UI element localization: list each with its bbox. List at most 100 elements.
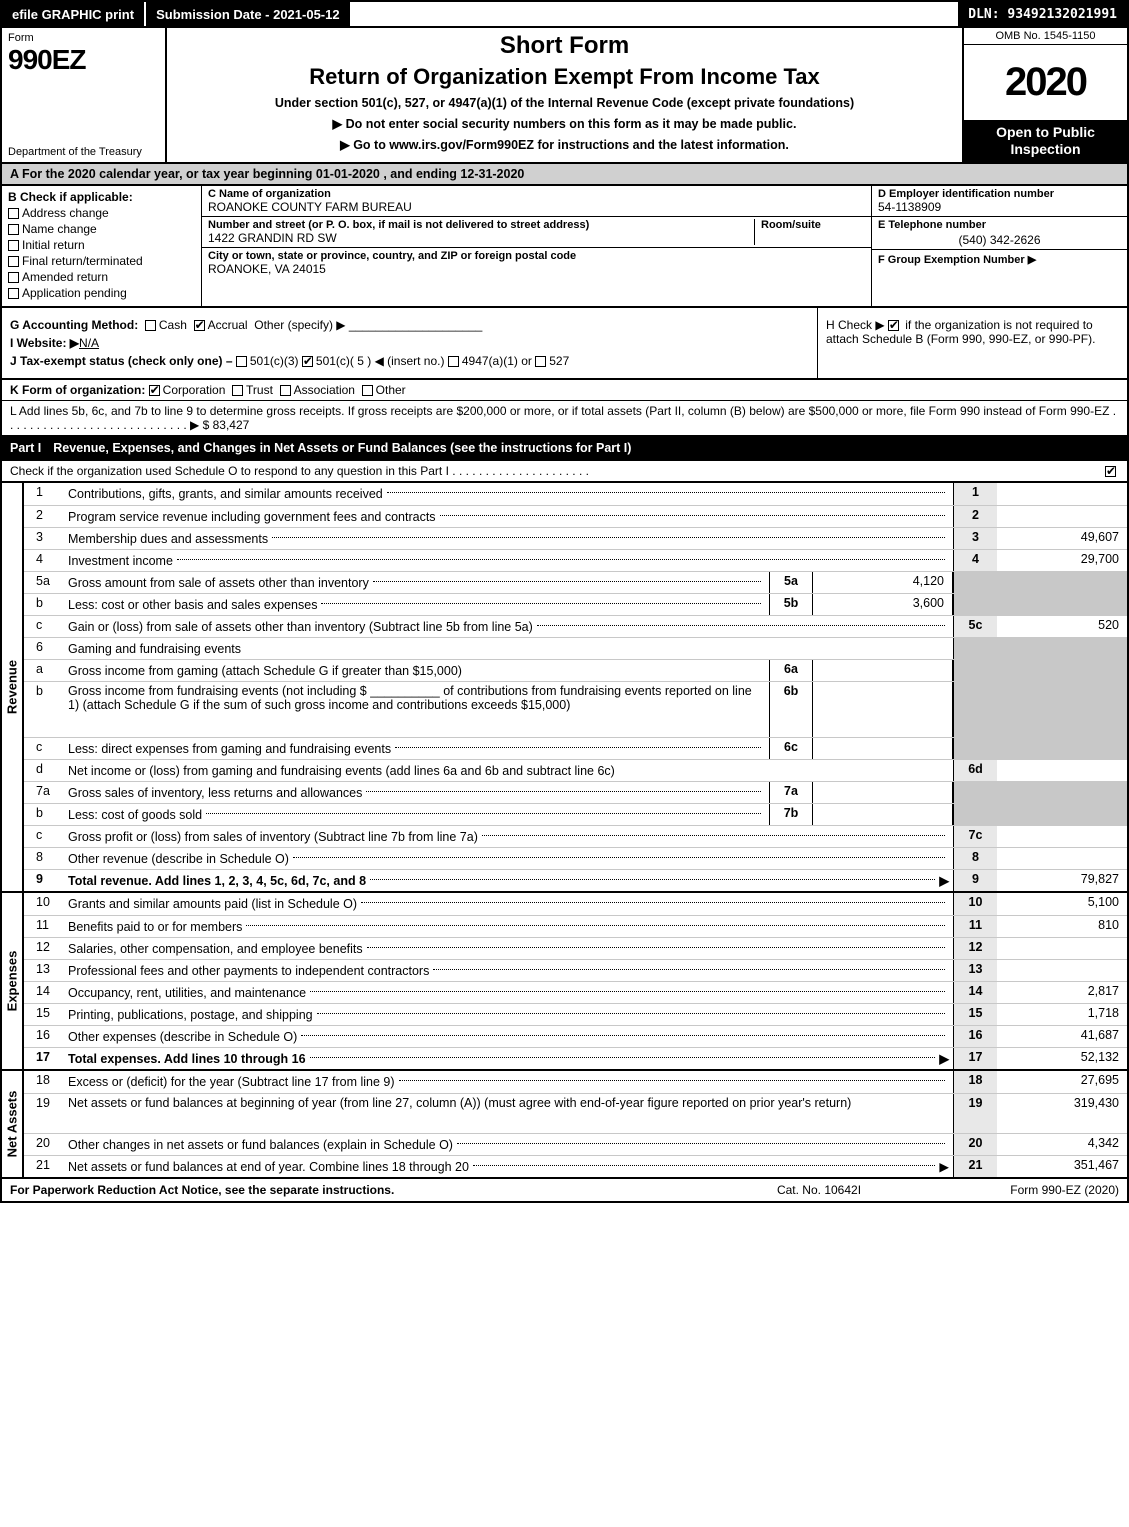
short-form-label: Short Form: [175, 32, 954, 60]
room-label: Room/suite: [761, 219, 865, 231]
initial-return-checkbox[interactable]: [8, 240, 19, 251]
line-3: 3Membership dues and assessments349,607: [24, 527, 1127, 549]
phone-value: (540) 342-2626: [878, 233, 1121, 247]
corporation-checkbox[interactable]: [149, 385, 160, 396]
phone-label: E Telephone number: [878, 219, 1121, 231]
line-7a: 7aGross sales of inventory, less returns…: [24, 781, 1127, 803]
ein-label: D Employer identification number: [878, 188, 1121, 200]
line-10: 10Grants and similar amounts paid (list …: [24, 893, 1127, 915]
line-5c: cGain or (loss) from sale of assets othe…: [24, 615, 1127, 637]
cat-number: Cat. No. 10642I: [719, 1183, 919, 1197]
form-header: Form 990EZ Department of the Treasury Sh…: [0, 28, 1129, 164]
form-title: Return of Organization Exempt From Incom…: [175, 64, 954, 90]
no-ssn-warning: ▶ Do not enter social security numbers o…: [175, 116, 954, 131]
paperwork-notice: For Paperwork Reduction Act Notice, see …: [10, 1183, 719, 1197]
line-19: 19Net assets or fund balances at beginni…: [24, 1093, 1127, 1133]
line-6a: aGross income from gaming (attach Schedu…: [24, 659, 1127, 681]
line-18: 18Excess or (deficit) for the year (Subt…: [24, 1071, 1127, 1093]
k-l-block: K Form of organization: Corporation Trus…: [0, 380, 1129, 437]
tax-exempt-label: J Tax-exempt status (check only one) –: [10, 354, 233, 368]
501c-checkbox[interactable]: [302, 356, 313, 367]
line-6d: dNet income or (loss) from gaming and fu…: [24, 759, 1127, 781]
expenses-section: Expenses 10Grants and similar amounts pa…: [2, 891, 1127, 1069]
line-2: 2Program service revenue including gover…: [24, 505, 1127, 527]
4947-checkbox[interactable]: [448, 356, 459, 367]
address-change-checkbox[interactable]: [8, 208, 19, 219]
application-pending-checkbox[interactable]: [8, 288, 19, 299]
street-label: Number and street (or P. O. box, if mail…: [208, 219, 748, 231]
line-17: 17Total expenses. Add lines 10 through 1…: [24, 1047, 1127, 1069]
line-8: 8Other revenue (describe in Schedule O)8: [24, 847, 1127, 869]
website-label: I Website: ▶: [10, 336, 79, 350]
schedule-o-check-row: Check if the organization used Schedule …: [2, 461, 1127, 481]
page-footer: For Paperwork Reduction Act Notice, see …: [0, 1179, 1129, 1203]
trust-checkbox[interactable]: [232, 385, 243, 396]
line-6: 6Gaming and fundraising events: [24, 637, 1127, 659]
line-11: 11Benefits paid to or for members11810: [24, 915, 1127, 937]
schedule-o-checkbox[interactable]: [1105, 466, 1116, 477]
city-value: ROANOKE, VA 24015: [208, 262, 865, 276]
cash-checkbox[interactable]: [145, 320, 156, 331]
under-section-text: Under section 501(c), 527, or 4947(a)(1)…: [175, 96, 954, 110]
goto-link[interactable]: ▶ Go to www.irs.gov/Form990EZ for instru…: [175, 137, 954, 152]
top-bar: efile GRAPHIC print Submission Date - 20…: [0, 0, 1129, 28]
expenses-side-label: Expenses: [5, 951, 20, 1012]
tax-year-end: 12-31-2020: [460, 167, 524, 181]
line-9: 9Total revenue. Add lines 1, 2, 3, 4, 5c…: [24, 869, 1127, 891]
section-b-header: B Check if applicable:: [8, 190, 195, 204]
other-org-checkbox[interactable]: [362, 385, 373, 396]
line-16: 16Other expenses (describe in Schedule O…: [24, 1025, 1127, 1047]
line-21: 21Net assets or fund balances at end of …: [24, 1155, 1127, 1177]
line-15: 15Printing, publications, postage, and s…: [24, 1003, 1127, 1025]
org-name: ROANOKE COUNTY FARM BUREAU: [208, 200, 865, 214]
omb-number: OMB No. 1545-1150: [964, 28, 1127, 45]
form-label: Form: [8, 32, 159, 44]
name-change-checkbox[interactable]: [8, 224, 19, 235]
form-of-org-label: K Form of organization:: [10, 383, 145, 397]
line-20: 20Other changes in net assets or fund ba…: [24, 1133, 1127, 1155]
527-checkbox[interactable]: [535, 356, 546, 367]
h-check-label: H Check ▶: [826, 318, 885, 332]
org-info-block: B Check if applicable: Address change Na…: [0, 186, 1129, 308]
group-exemption-label: F Group Exemption Number ▶: [878, 254, 1036, 266]
line-6c: cLess: direct expenses from gaming and f…: [24, 737, 1127, 759]
open-to-public: Open to Public Inspection: [964, 120, 1127, 162]
revenue-section: Revenue 1Contributions, gifts, grants, a…: [2, 483, 1127, 891]
amended-return-checkbox[interactable]: [8, 272, 19, 283]
line-4: 4Investment income429,700: [24, 549, 1127, 571]
association-checkbox[interactable]: [280, 385, 291, 396]
line-1: 1Contributions, gifts, grants, and simil…: [24, 483, 1127, 505]
ein-value: 54-1138909: [878, 200, 1121, 214]
efile-print-button[interactable]: efile GRAPHIC print: [2, 2, 146, 26]
line-13: 13Professional fees and other payments t…: [24, 959, 1127, 981]
dln-label: DLN: 93492132021991: [956, 2, 1127, 26]
submission-date: Submission Date - 2021-05-12: [146, 2, 350, 26]
form-footer-label: Form 990-EZ (2020): [919, 1183, 1119, 1197]
tax-year-row: A For the 2020 calendar year, or tax yea…: [0, 164, 1129, 186]
gross-receipts-line: L Add lines 5b, 6c, and 7b to line 9 to …: [2, 401, 1127, 435]
line-6b: bGross income from fundraising events (n…: [24, 681, 1127, 737]
accounting-block: G Accounting Method: Cash Accrual Other …: [0, 308, 1129, 380]
part-1-title: Revenue, Expenses, and Changes in Net As…: [53, 441, 631, 455]
final-return-checkbox[interactable]: [8, 256, 19, 267]
line-12: 12Salaries, other compensation, and empl…: [24, 937, 1127, 959]
schedule-b-checkbox[interactable]: [888, 320, 899, 331]
part-1-label: Part I: [10, 441, 53, 455]
line-5b: bLess: cost or other basis and sales exp…: [24, 593, 1127, 615]
street-value: 1422 GRANDIN RD SW: [208, 231, 748, 245]
net-assets-side-label: Net Assets: [5, 1091, 20, 1158]
part-1-header: Part I Revenue, Expenses, and Changes in…: [0, 437, 1129, 461]
accrual-checkbox[interactable]: [194, 320, 205, 331]
line-7c: cGross profit or (loss) from sales of in…: [24, 825, 1127, 847]
line-14: 14Occupancy, rent, utilities, and mainte…: [24, 981, 1127, 1003]
tax-year-begin: 01-01-2020: [316, 167, 380, 181]
part-1-table: Revenue 1Contributions, gifts, grants, a…: [0, 483, 1129, 1179]
revenue-side-label: Revenue: [5, 660, 20, 714]
department-label: Department of the Treasury: [8, 146, 159, 158]
tax-year: 2020: [964, 45, 1127, 120]
city-label: City or town, state or province, country…: [208, 250, 865, 262]
501c3-checkbox[interactable]: [236, 356, 247, 367]
accounting-method-label: G Accounting Method:: [10, 318, 138, 332]
org-name-label: C Name of organization: [208, 188, 865, 200]
form-number: 990EZ: [8, 44, 159, 76]
